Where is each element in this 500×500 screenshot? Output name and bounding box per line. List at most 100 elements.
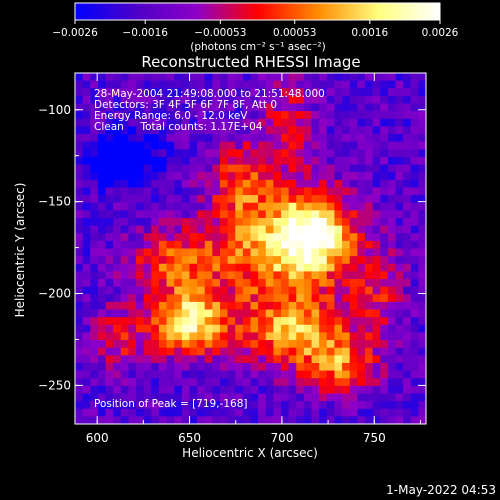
heatmap-cell — [113, 256, 122, 265]
heatmap-cell — [204, 73, 213, 82]
heatmap-cell — [128, 179, 137, 189]
plot-frame — [74, 72, 427, 425]
heatmap-cell — [212, 149, 221, 158]
heatmap-cell — [166, 286, 175, 295]
heatmap-cell — [158, 95, 168, 105]
heatmap-cell — [197, 271, 206, 280]
heatmap-cell — [90, 248, 99, 257]
heatmap-cell — [273, 126, 282, 135]
heatmap-cell — [158, 408, 168, 417]
heatmap-cell — [281, 95, 290, 105]
heatmap-cell — [82, 141, 91, 150]
heatmap-cell — [403, 401, 412, 410]
heatmap-cell — [120, 370, 130, 379]
heatmap-cell — [151, 156, 160, 166]
heatmap-cell — [235, 271, 244, 280]
heatmap-cell — [189, 73, 198, 82]
heatmap-cell — [372, 141, 381, 150]
heatmap-cell — [311, 362, 320, 372]
heatmap-cell — [151, 195, 160, 204]
heatmap-cell — [303, 149, 313, 158]
heatmap-cell — [128, 332, 137, 341]
heatmap-cell — [319, 233, 328, 242]
heatmap-cell — [212, 210, 221, 219]
heatmap-cell — [364, 217, 374, 227]
heatmap-cell — [219, 88, 229, 97]
heatmap-cell — [181, 286, 191, 295]
heatmap-cell — [82, 416, 91, 424]
heatmap-cell — [75, 324, 84, 334]
heatmap-cell — [204, 134, 213, 143]
heatmap-cell — [288, 149, 297, 158]
heatmap-cell — [349, 355, 358, 364]
heatmap-cell — [349, 149, 358, 158]
heatmap-cell — [395, 393, 404, 402]
heatmap-cell — [395, 202, 404, 211]
heatmap-cell — [265, 347, 274, 356]
heatmap-cell — [136, 355, 145, 364]
heatmap-cell — [242, 279, 252, 288]
heatmap-cell — [235, 340, 244, 349]
heatmap-cell — [387, 172, 397, 181]
heatmap-cell — [120, 408, 130, 417]
heatmap-cell — [288, 73, 297, 82]
heatmap-cell — [265, 317, 274, 326]
heatmap-cell — [82, 286, 91, 295]
heatmap-cell — [212, 271, 221, 280]
heatmap-cell — [288, 286, 297, 295]
heatmap-cell — [342, 408, 351, 417]
heatmap-cell — [227, 134, 236, 143]
heatmap-cell — [364, 172, 374, 181]
heatmap-cell — [296, 149, 305, 158]
heatmap-cell — [189, 324, 198, 334]
heatmap-cell — [120, 134, 130, 143]
heatmap-cell — [281, 294, 290, 303]
heatmap-cell — [410, 393, 419, 402]
heatmap-cell — [212, 164, 221, 173]
heatmap-cell — [372, 279, 381, 288]
heatmap-cell — [258, 309, 267, 318]
heatmap-cell — [143, 408, 152, 417]
heatmap-cell — [349, 202, 358, 211]
heatmap-cell — [258, 408, 267, 417]
heatmap-cell — [158, 134, 168, 143]
heatmap-cell — [105, 324, 114, 334]
heatmap-cell — [166, 73, 175, 82]
heatmap-cell — [204, 149, 213, 158]
heatmap-cell — [410, 362, 419, 372]
heatmap-cell — [82, 95, 91, 105]
heatmap-cell — [166, 355, 175, 364]
heatmap-cell — [120, 263, 130, 272]
heatmap-cell — [212, 279, 221, 288]
heatmap-cell — [174, 126, 183, 135]
heatmap-cell — [380, 401, 389, 410]
heatmap-cell — [281, 393, 290, 402]
heatmap-cell — [372, 347, 381, 356]
heatmap-cell — [235, 378, 244, 387]
heatmap-cell — [273, 324, 282, 334]
heatmap-cell — [288, 324, 297, 334]
heatmap-cell — [250, 401, 259, 410]
heatmap-cell — [395, 126, 404, 135]
heatmap-cell — [227, 385, 236, 395]
heatmap-cell — [387, 279, 397, 288]
heatmap-cell — [120, 111, 130, 120]
heatmap-cell — [242, 233, 252, 242]
heatmap-cell — [349, 393, 358, 402]
heatmap-cell — [166, 141, 175, 150]
heatmap-cell — [387, 301, 397, 311]
heatmap-cell — [219, 103, 229, 112]
heatmap-cell — [303, 301, 313, 311]
heatmap-cell — [242, 156, 252, 166]
heatmap-cell — [189, 317, 198, 326]
heatmap-cell — [380, 355, 389, 364]
heatmap-cell — [82, 362, 91, 372]
heatmap-cell — [181, 179, 191, 189]
heatmap-cell — [273, 164, 282, 173]
heatmap-cell — [82, 263, 91, 272]
heatmap-cell — [349, 95, 358, 105]
heatmap-cell — [258, 401, 267, 410]
heatmap-cell — [303, 378, 313, 387]
heatmap-cell — [410, 134, 419, 143]
heatmap-cell — [136, 286, 145, 295]
